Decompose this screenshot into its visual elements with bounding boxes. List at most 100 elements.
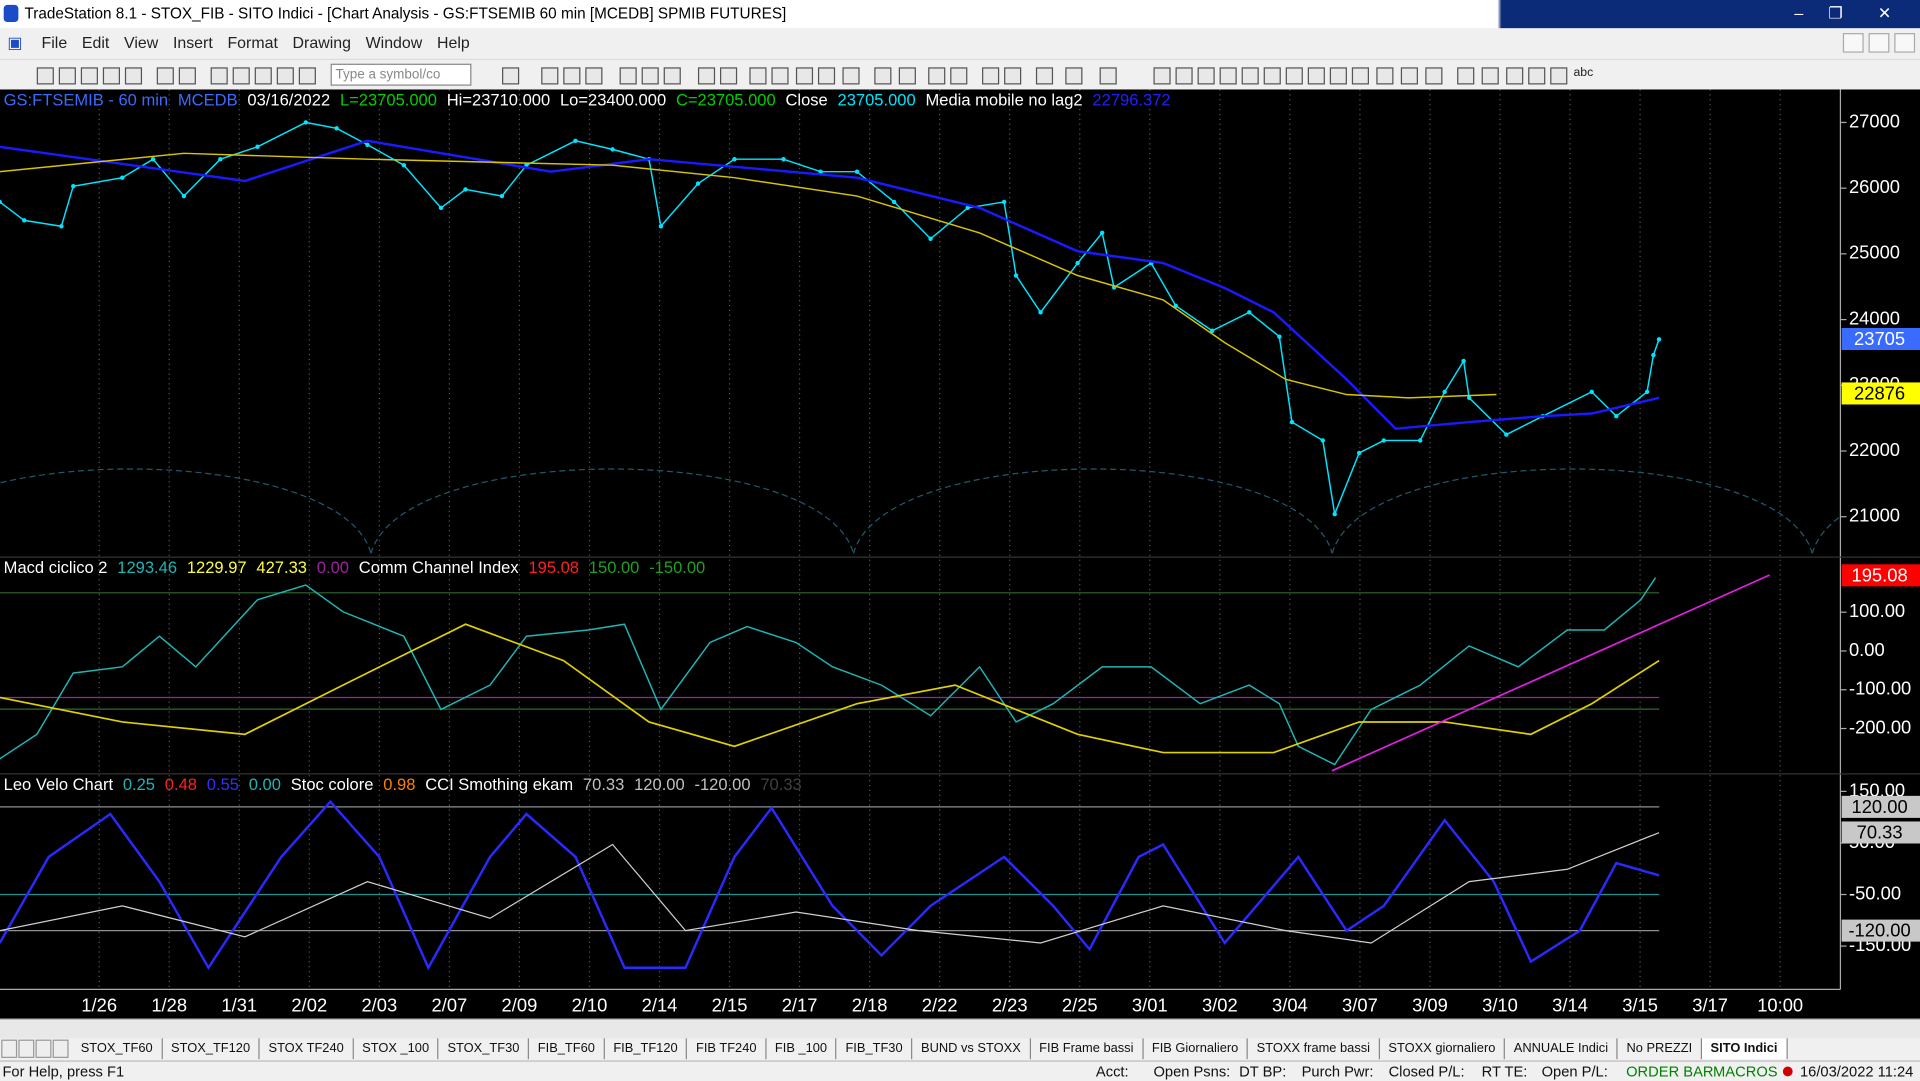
toolbar-button[interactable] — [663, 67, 681, 85]
toolbar-button[interactable] — [842, 67, 860, 85]
tab-nav[interactable] — [18, 1039, 35, 1058]
tab-nav[interactable] — [52, 1039, 69, 1058]
workspace-tab[interactable]: BUND vs STOXX — [912, 1038, 1031, 1060]
toolbar-button[interactable] — [1329, 67, 1347, 85]
toolbar-button[interactable] — [1400, 67, 1418, 85]
toolbar-button[interactable] — [298, 67, 316, 85]
workspace-tab[interactable]: FIB _100 — [766, 1038, 837, 1060]
menu-item[interactable]: Edit — [81, 33, 110, 52]
toolbar-button[interactable] — [1065, 67, 1083, 85]
workspace-tab[interactable]: STOX _100 — [354, 1038, 439, 1060]
toolbar-button[interactable] — [1263, 67, 1281, 85]
text-tool[interactable]: abc — [1573, 66, 1594, 80]
workspace-tab[interactable]: STOX TF240 — [260, 1038, 354, 1060]
symbol-input[interactable]: Type a symbol/co — [330, 63, 472, 86]
workspace-tab[interactable]: STOXX giornaliero — [1380, 1038, 1506, 1060]
toolbar-button[interactable] — [80, 67, 98, 85]
toolbar-button[interactable] — [156, 67, 174, 85]
workspace-tab[interactable]: SITO Indici — [1701, 1038, 1788, 1060]
workspace-tab[interactable]: STOX_TF30 — [439, 1038, 530, 1060]
toolbar-button[interactable] — [817, 67, 836, 85]
toolbar-button[interactable] — [58, 67, 76, 85]
toolbar-button[interactable] — [641, 67, 659, 85]
toolbar-button[interactable] — [36, 67, 54, 85]
toolbar-button[interactable] — [585, 67, 603, 85]
toolbar-button[interactable] — [1528, 67, 1546, 85]
menu-item[interactable]: Window — [365, 33, 423, 52]
toolbar-button[interactable] — [874, 67, 892, 85]
toolbar-button[interactable] — [1241, 67, 1259, 85]
workspace-tab[interactable]: STOX_TF60 — [72, 1038, 163, 1060]
maximize-button[interactable]: ❐ — [1828, 3, 1843, 23]
toolbar-button[interactable] — [124, 67, 143, 85]
toolbar-button[interactable] — [950, 67, 968, 85]
toolbar-button[interactable] — [795, 67, 814, 85]
menu-item[interactable]: Help — [436, 33, 470, 52]
toolbar-button[interactable] — [771, 67, 789, 85]
mdi-button[interactable] — [1894, 33, 1916, 53]
toolbar-button[interactable] — [178, 67, 196, 85]
toolbar-button[interactable] — [1457, 67, 1475, 85]
toolbar-button[interactable] — [749, 67, 767, 85]
toolbar-button[interactable] — [697, 67, 716, 85]
toolbar-button[interactable] — [720, 67, 738, 85]
toolbar-button[interactable] — [541, 67, 559, 85]
toolbar-button[interactable] — [1197, 67, 1215, 85]
chart-background — [0, 89, 1920, 1019]
menu-item[interactable]: Format — [227, 33, 278, 52]
workspace-tab[interactable]: ANNUALE Indici — [1505, 1038, 1618, 1060]
workspace-tab[interactable]: FIB Giornaliero — [1143, 1038, 1249, 1060]
toolbar-button[interactable] — [982, 67, 1000, 85]
toolbar-button[interactable] — [276, 67, 294, 85]
toolbar-button[interactable] — [619, 67, 637, 85]
toolbar-button[interactable] — [928, 67, 946, 85]
mdi-button[interactable] — [1842, 33, 1864, 53]
toolbar-button[interactable] — [898, 67, 916, 85]
toolbar-button[interactable] — [232, 67, 250, 85]
toolbar-button[interactable] — [1425, 67, 1443, 85]
x-tick-label: 3/01 — [1132, 994, 1168, 1015]
toolbar-button[interactable] — [1285, 67, 1303, 85]
workspace-tab[interactable]: FIB_TF30 — [837, 1038, 913, 1060]
workspace-tab[interactable]: FIB_TF120 — [605, 1038, 688, 1060]
window-title: TradeStation 8.1 - STOX_FIB - SITO Indic… — [24, 4, 787, 23]
menu-item[interactable]: Insert — [172, 33, 213, 52]
price-dot — [658, 224, 664, 229]
workspace-tab[interactable]: STOX_TF120 — [162, 1038, 260, 1060]
minimize-button[interactable]: – — [1794, 3, 1804, 23]
tab-nav[interactable] — [1, 1039, 18, 1058]
toolbar-button[interactable] — [102, 67, 121, 85]
toolbar-button[interactable] — [1035, 67, 1054, 85]
toolbar-button[interactable] — [1351, 67, 1369, 85]
toolbar-button[interactable] — [1175, 67, 1193, 85]
toolbar-button[interactable] — [1219, 67, 1237, 85]
workspace-tab[interactable]: STOXX frame bassi — [1248, 1038, 1380, 1060]
toolbar-button[interactable] — [1506, 67, 1524, 85]
tab-nav[interactable] — [35, 1039, 52, 1058]
toolbar-button[interactable] — [1153, 67, 1171, 85]
menu-item[interactable]: View — [124, 33, 159, 52]
close-button[interactable]: ✕ — [1877, 3, 1892, 23]
toolbar-button[interactable] — [1376, 67, 1394, 85]
toolbar-button[interactable] — [1099, 67, 1117, 85]
toolbar-button[interactable] — [254, 67, 272, 85]
workspace-tab[interactable]: FIB TF240 — [687, 1038, 767, 1060]
toolbar-button[interactable] — [1550, 67, 1568, 85]
toolbar-button[interactable] — [1004, 67, 1022, 85]
toolbar-button[interactable] — [502, 67, 520, 85]
price-dot — [732, 157, 737, 162]
menu-item[interactable]: Drawing — [292, 33, 351, 52]
workspace-tab[interactable]: FIB Frame bassi — [1031, 1038, 1144, 1060]
toolbar-button[interactable] — [1481, 67, 1499, 85]
workspace-tab[interactable]: FIB_TF60 — [529, 1038, 605, 1060]
menu-item[interactable]: File — [41, 33, 68, 52]
mdi-button[interactable] — [1868, 33, 1890, 53]
toolbar-button[interactable] — [210, 67, 228, 85]
price-dot — [1075, 260, 1080, 266]
workspace-tab[interactable]: No PREZZI — [1618, 1038, 1702, 1060]
toolbar-button[interactable] — [1307, 67, 1325, 85]
horizontal-scrollbar[interactable] — [0, 1018, 1920, 1040]
toolbar-button[interactable] — [563, 67, 581, 85]
value-marker-label: -120.00 — [1848, 920, 1910, 941]
